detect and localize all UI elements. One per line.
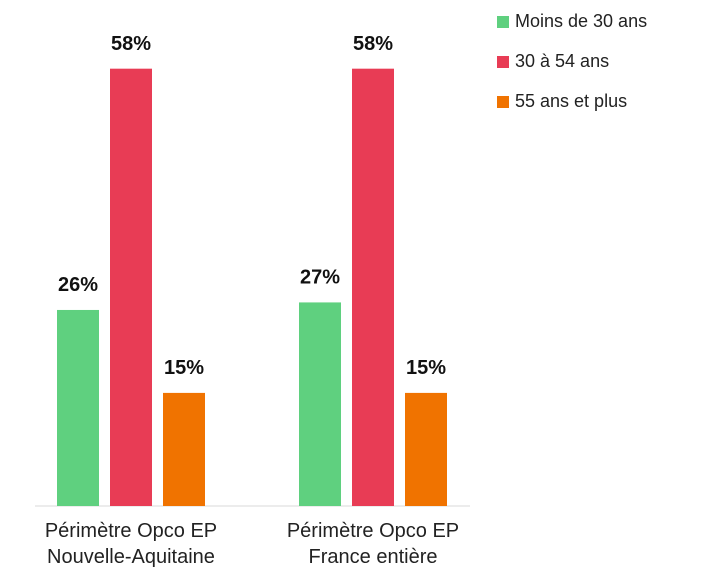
legend-label: 55 ans et plus (515, 91, 627, 111)
bar (405, 392, 447, 506)
data-label: 15% (164, 357, 204, 379)
data-label: 15% (406, 357, 446, 379)
legend-label: Moins de 30 ans (515, 11, 647, 31)
x-tick-label: Périmètre Opco EP Nouvelle-Aquitaine (44, 520, 218, 568)
x-tick-label: Périmètre Opco EP France entière (286, 520, 460, 568)
data-label: 26% (58, 274, 98, 296)
data-label: 58% (111, 33, 151, 55)
legend-label: 30 à 54 ans (515, 51, 609, 71)
bar (299, 302, 341, 506)
legend-swatch (497, 96, 509, 108)
legend-swatch (497, 16, 509, 28)
bar (352, 68, 394, 507)
bar (110, 68, 152, 507)
bar (57, 309, 99, 506)
bar (163, 392, 205, 506)
legend-swatch (497, 56, 509, 68)
data-label: 58% (353, 33, 393, 55)
data-label: 27% (300, 267, 340, 289)
